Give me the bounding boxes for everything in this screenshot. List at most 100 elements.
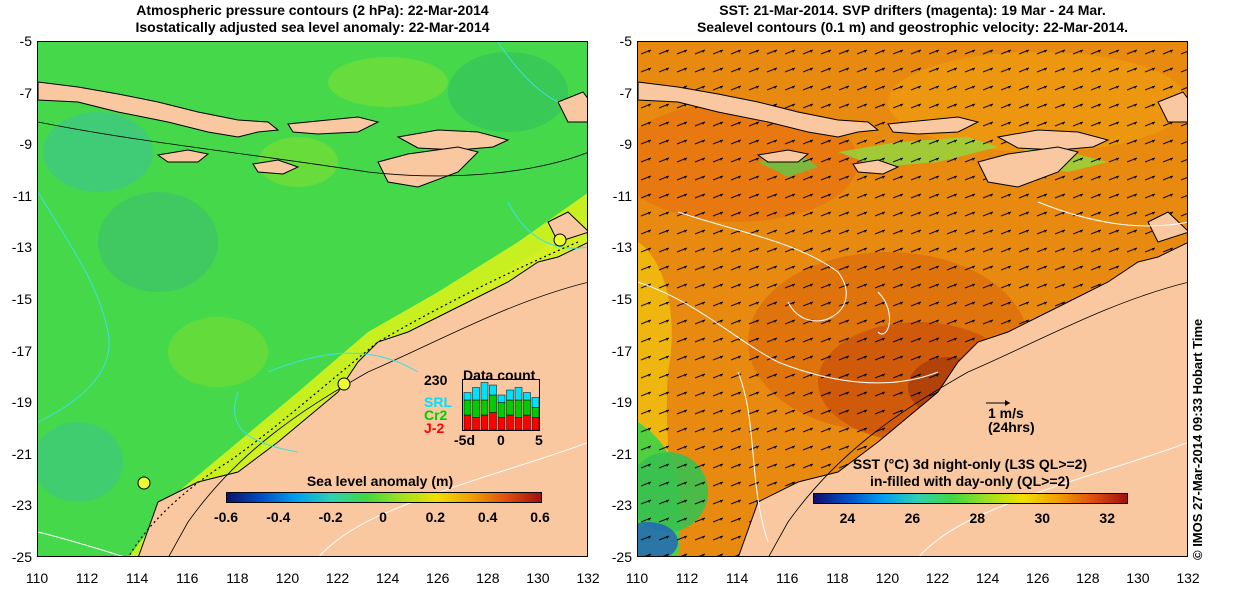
x-tick-132: 132: [576, 570, 600, 586]
x-tick-130: 130: [526, 570, 550, 586]
y-tick-minus19: -19: [611, 394, 632, 411]
velocity-scale-arrow: [986, 400, 1010, 406]
x-tick-130: 130: [1126, 570, 1150, 586]
count-bar-srl: [489, 384, 497, 396]
velocity-scale-sub: (24hrs): [988, 419, 1035, 435]
colorbar-tick: 32: [1099, 510, 1115, 526]
colorbar-tick: 30: [1034, 510, 1051, 526]
colorbar-tick: 0: [379, 509, 387, 525]
right-title-line1: SST: 21-Mar-2014. SVP drifters (magenta)…: [719, 2, 1106, 18]
count-bar-cr2: [489, 394, 497, 413]
x-tick-120: 120: [875, 570, 900, 586]
x-tick-114: 114: [726, 570, 749, 586]
x-tick-110: 110: [625, 570, 649, 586]
count-bar-cr2: [514, 399, 523, 418]
y-tick-minus25: -25: [11, 549, 32, 565]
x-tick-126: 126: [426, 570, 450, 586]
count-bar-srl: [506, 389, 514, 401]
count-bar-srl: [531, 397, 540, 408]
y-tick-minus13: -13: [611, 239, 632, 256]
count-bar-j-2: [489, 412, 497, 431]
velocity-scale-label: 1 m/s: [988, 405, 1024, 421]
count-bar-j-2: [472, 417, 480, 431]
count-bar-srl: [463, 392, 472, 401]
count-bar-j-2: [523, 414, 531, 431]
y-tick-minus5: -5: [619, 33, 632, 49]
sst-colorbar-title-line2: in-filled with day-only (QL>=2): [870, 473, 1070, 489]
x-tick-124: 124: [375, 570, 400, 586]
count-bar-srl: [472, 387, 480, 401]
colorbar-tick: 0.6: [530, 509, 550, 525]
right-title: SST: 21-Mar-2014. SVP drifters (magenta)…: [637, 2, 1188, 36]
x-tick-120: 120: [275, 570, 300, 586]
data-count-frame: [462, 379, 540, 431]
count-xtick-minus5: -5d: [454, 432, 475, 448]
count-bar-srl: [523, 392, 531, 401]
x-tick-114: 114: [126, 570, 149, 586]
count-bar-j-2: [480, 414, 489, 431]
y-tick-minus15: -15: [611, 291, 632, 307]
y-tick-minus17: -17: [611, 342, 632, 359]
x-tick-112: 112: [675, 570, 699, 586]
y-tick-minus11: -11: [12, 187, 32, 204]
y-tick-minus19: -19: [11, 394, 32, 411]
colorbar-tick: 0.2: [425, 509, 446, 525]
count-bar-cr2: [472, 399, 480, 418]
count-bar-cr2: [531, 407, 540, 418]
y-tick-minus25: -25: [611, 549, 632, 565]
y-tick-minus23: -23: [11, 497, 32, 514]
x-tick-116: 116: [776, 570, 799, 586]
x-tick-128: 128: [476, 570, 500, 586]
sst-colorbar: [813, 493, 1128, 504]
count-bar-cr2: [480, 399, 489, 416]
y-tick-minus23: -23: [611, 497, 632, 514]
count-bar-j-2: [506, 414, 514, 431]
count-bar-cr2: [497, 402, 506, 418]
x-tick-122: 122: [925, 570, 950, 586]
data-count-chart: [462, 379, 540, 431]
colorbar-tick: -0.6: [213, 509, 239, 525]
right-title-line2: Sealevel contours (0.1 m) and geostrophi…: [696, 19, 1129, 35]
series-label-cr2: Cr2: [424, 407, 448, 423]
y-tick-minus17: -17: [11, 342, 32, 359]
count-bar-j-2: [531, 417, 540, 431]
sla-colorbar: [226, 492, 542, 503]
colorbar-tick: -0.4: [266, 509, 291, 525]
x-tick-112: 112: [75, 570, 99, 586]
series-label-j2: J-2: [424, 420, 445, 436]
count-bar-srl: [480, 382, 489, 401]
sst-map: [637, 41, 1188, 557]
series-label-srl: SRL: [424, 394, 452, 410]
y-tick-minus7: -7: [19, 84, 32, 101]
x-tick-118: 118: [226, 570, 249, 586]
y-tick-minus9: -9: [619, 136, 632, 153]
count-xtick-0: 0: [497, 432, 505, 448]
x-tick-132: 132: [1176, 570, 1200, 586]
y-tick-minus5: -5: [19, 33, 32, 49]
colorbar-tick: 26: [904, 510, 921, 526]
count-bar-cr2: [506, 399, 514, 416]
count-bar-srl: [497, 394, 506, 403]
sst-map-svg: [638, 42, 1187, 556]
count-bar-srl: [514, 387, 523, 401]
count-bar-j-2: [514, 417, 523, 431]
left-title-line2: Isostatically adjusted sea level anomaly…: [135, 19, 490, 35]
x-tick-124: 124: [975, 570, 1000, 586]
sla-colorbar-title: Sea level anomaly (m): [306, 473, 454, 489]
y-tick-minus21: -21: [11, 445, 32, 462]
left-title: Atmospheric pressure contours (2 hPa): 2…: [37, 2, 588, 36]
count-bar-cr2: [523, 399, 531, 416]
x-tick-128: 128: [1076, 570, 1100, 586]
x-tick-118: 118: [826, 570, 849, 586]
colorbar-tick: 24: [839, 510, 856, 526]
colorbar-tick: 28: [969, 510, 986, 526]
colorbar-tick: -0.2: [318, 509, 343, 525]
y-tick-minus11: -11: [612, 187, 632, 204]
y-tick-minus9: -9: [19, 136, 32, 153]
data-count-max: 230: [424, 372, 448, 388]
y-tick-minus21: -21: [611, 445, 632, 462]
sea-level-anomaly-map: [37, 41, 588, 557]
colorbar-tick: 0.4: [477, 509, 498, 525]
y-tick-minus7: -7: [619, 84, 632, 101]
sst-colorbar-title: SST (°C) 3d night-only (L3S QL>=2) in-fi…: [820, 456, 1120, 490]
